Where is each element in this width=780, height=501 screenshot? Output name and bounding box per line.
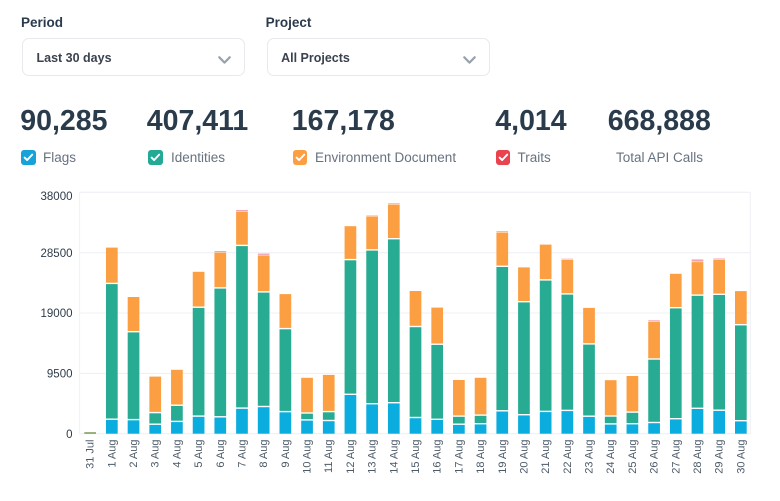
svg-text:17 Aug: 17 Aug: [453, 440, 465, 474]
svg-text:10 Aug: 10 Aug: [302, 440, 314, 474]
svg-text:4 Aug: 4 Aug: [171, 440, 183, 468]
svg-text:11 Aug: 11 Aug: [323, 440, 335, 473]
svg-text:38000: 38000: [41, 191, 73, 203]
svg-text:28 Aug: 28 Aug: [692, 440, 704, 474]
svg-text:2 Aug: 2 Aug: [128, 440, 140, 468]
svg-text:8 Aug: 8 Aug: [258, 440, 270, 468]
svg-text:26 Aug: 26 Aug: [649, 440, 661, 474]
svg-text:15 Aug: 15 Aug: [410, 440, 422, 474]
svg-text:28500: 28500: [41, 248, 73, 260]
svg-text:31 Jul: 31 Jul: [85, 440, 97, 469]
svg-text:22 Aug: 22 Aug: [562, 440, 574, 474]
svg-text:20 Aug: 20 Aug: [518, 440, 530, 474]
svg-text:6 Aug: 6 Aug: [215, 440, 227, 468]
svg-text:7 Aug: 7 Aug: [236, 440, 248, 468]
svg-text:0: 0: [66, 429, 72, 441]
svg-text:21 Aug: 21 Aug: [540, 440, 552, 474]
svg-text:19000: 19000: [41, 308, 73, 320]
svg-text:19 Aug: 19 Aug: [497, 440, 509, 474]
svg-text:24 Aug: 24 Aug: [605, 440, 617, 474]
svg-text:9500: 9500: [47, 369, 73, 381]
svg-text:5 Aug: 5 Aug: [193, 440, 205, 468]
svg-text:9 Aug: 9 Aug: [280, 440, 292, 468]
svg-text:18 Aug: 18 Aug: [475, 440, 487, 474]
svg-text:30 Aug: 30 Aug: [735, 440, 747, 474]
svg-text:25 Aug: 25 Aug: [627, 440, 639, 474]
svg-text:14 Aug: 14 Aug: [388, 440, 400, 474]
svg-text:13 Aug: 13 Aug: [367, 440, 379, 474]
svg-text:27 Aug: 27 Aug: [670, 440, 682, 474]
svg-text:1 Aug: 1 Aug: [106, 440, 118, 468]
svg-text:16 Aug: 16 Aug: [432, 440, 444, 474]
svg-text:3 Aug: 3 Aug: [150, 440, 162, 468]
svg-text:12 Aug: 12 Aug: [345, 440, 357, 474]
svg-text:23 Aug: 23 Aug: [584, 440, 596, 474]
svg-text:29 Aug: 29 Aug: [714, 440, 726, 474]
